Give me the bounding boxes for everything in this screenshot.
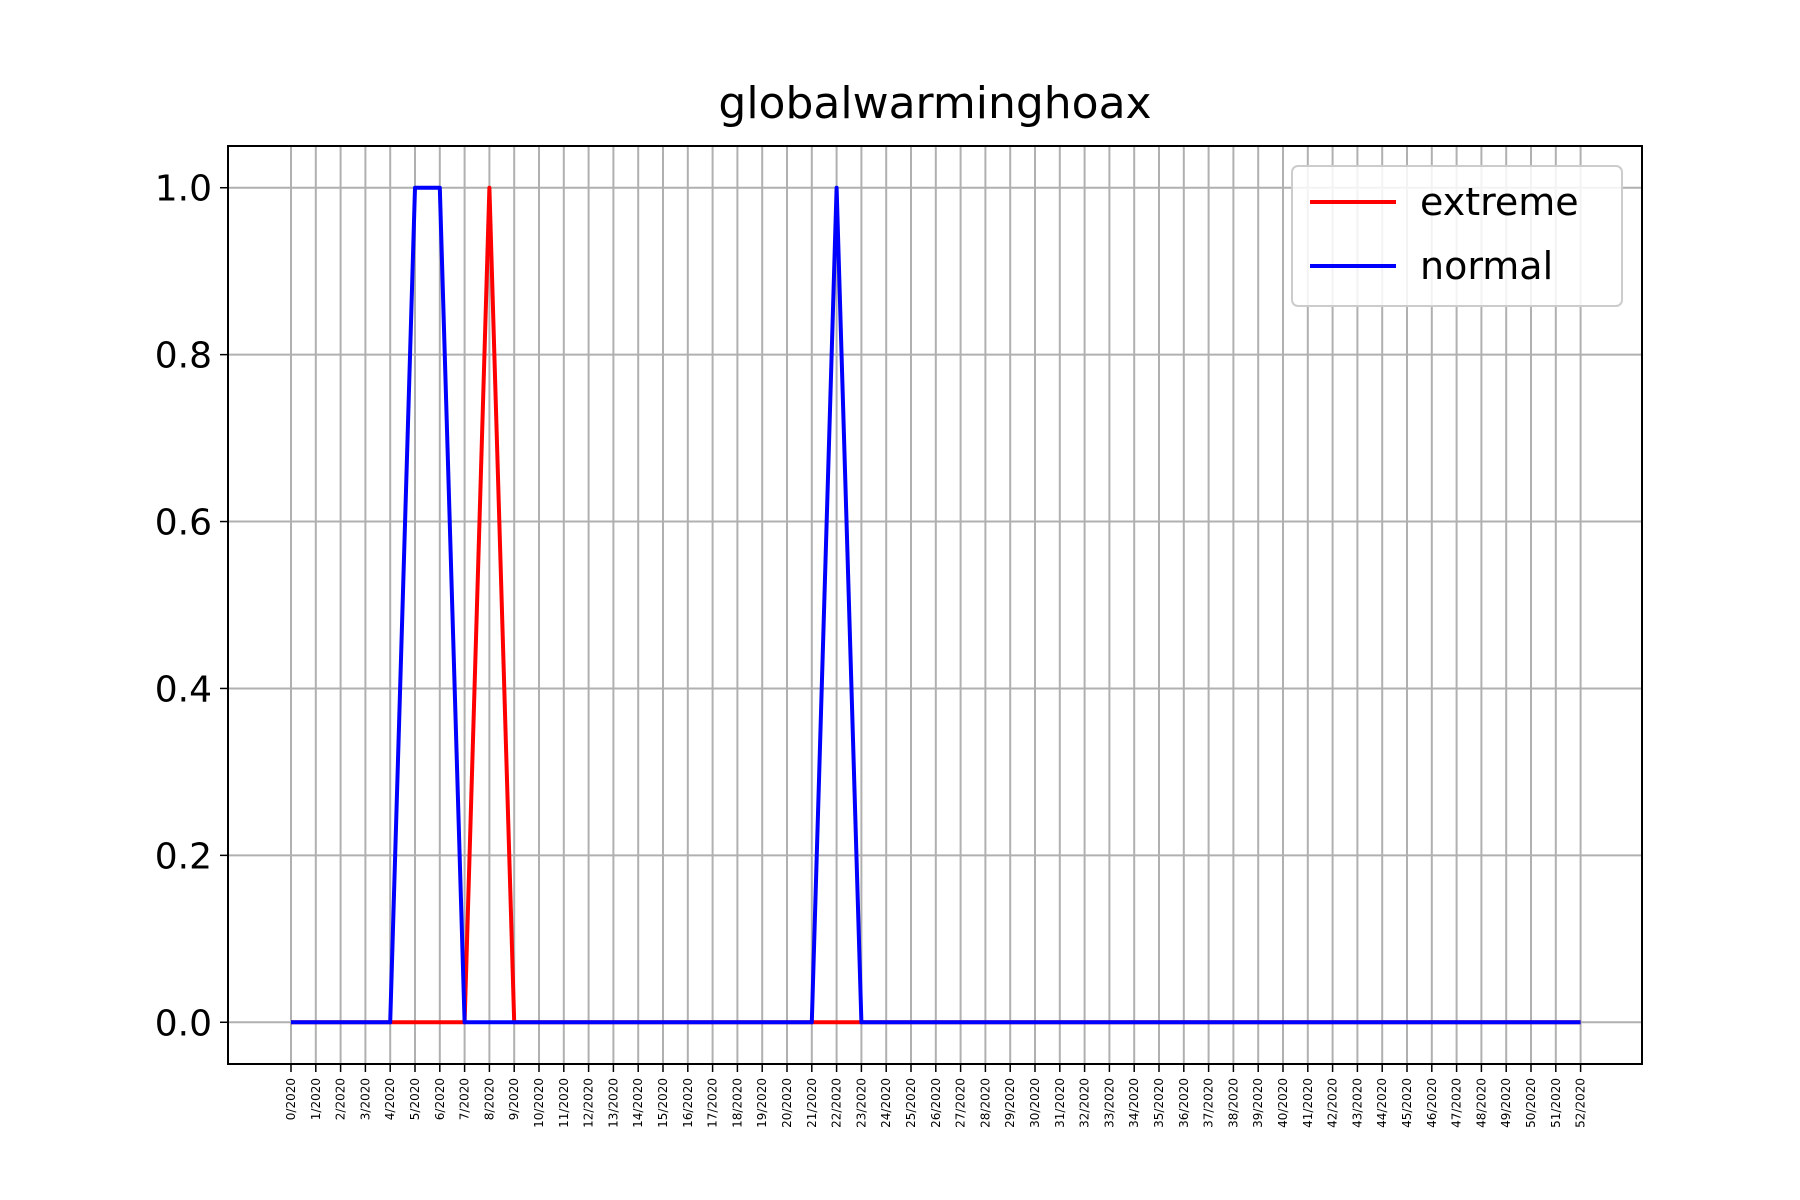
x-tick-label: 30/2020: [1028, 1078, 1042, 1128]
x-tick-label: 31/2020: [1053, 1078, 1067, 1128]
x-tick-label: 18/2020: [730, 1078, 744, 1128]
x-tick-label: 28/2020: [978, 1078, 992, 1128]
x-tick-label: 32/2020: [1078, 1078, 1092, 1128]
x-tick-label: 8/2020: [482, 1078, 496, 1120]
x-tick-label: 35/2020: [1152, 1078, 1166, 1128]
x-tick-label: 37/2020: [1202, 1078, 1216, 1128]
plot-frame: [227, 145, 1643, 1065]
x-tick-label: 40/2020: [1276, 1078, 1290, 1128]
x-tick-label: 45/2020: [1400, 1078, 1414, 1128]
y-tick-label: 0.6: [155, 503, 212, 544]
y-tick-label: 1.0: [155, 169, 212, 210]
x-tick-label: 41/2020: [1301, 1078, 1315, 1128]
x-tick-label: 24/2020: [879, 1078, 893, 1128]
x-tick-label: 11/2020: [557, 1078, 571, 1128]
legend-label-normal: normal: [1420, 244, 1553, 288]
legend: extreme normal: [1291, 165, 1623, 307]
x-tick-label: 39/2020: [1251, 1078, 1265, 1128]
y-tick-label: 0.2: [155, 836, 212, 877]
x-tick-label: 27/2020: [954, 1078, 968, 1128]
legend-label-extreme: extreme: [1420, 180, 1579, 224]
x-tick-label: 9/2020: [507, 1078, 521, 1120]
x-tick-label: 42/2020: [1326, 1078, 1340, 1128]
x-tick-label: 21/2020: [805, 1078, 819, 1128]
y-axis: 0.0 0.2 0.4 0.6 0.8 1.0: [155, 169, 228, 1044]
x-tick-label: 7/2020: [458, 1078, 472, 1120]
x-tick-label: 0/2020: [284, 1078, 298, 1120]
x-tick-label: 23/2020: [854, 1078, 868, 1128]
x-tick-label: 4/2020: [383, 1078, 397, 1120]
x-tick-label: 38/2020: [1226, 1078, 1240, 1128]
x-tick-label: 34/2020: [1127, 1078, 1141, 1128]
x-tick-label: 17/2020: [706, 1078, 720, 1128]
x-axis: 0/2020 1/2020 2/2020 3/2020 4/2020 5/2020 6/20…: [284, 1064, 1588, 1128]
x-tick-label: 6/2020: [433, 1078, 447, 1120]
series-line-normal: [291, 185, 1581, 1025]
x-tick-label: 2/2020: [334, 1078, 348, 1120]
x-tick-label: 36/2020: [1177, 1078, 1191, 1128]
x-tick-label: 47/2020: [1450, 1078, 1464, 1128]
grid: [228, 146, 1642, 1064]
x-tick-label: 15/2020: [656, 1078, 670, 1128]
x-tick-label: 46/2020: [1425, 1078, 1439, 1128]
x-tick-label: 19/2020: [755, 1078, 769, 1128]
x-tick-label: 16/2020: [681, 1078, 695, 1128]
x-tick-label: 3/2020: [358, 1078, 372, 1120]
x-tick-label: 25/2020: [904, 1078, 918, 1128]
chart-title: globalwarminghoax: [718, 78, 1151, 129]
x-tick-label: 33/2020: [1102, 1078, 1116, 1128]
x-tick-label: 5/2020: [408, 1078, 422, 1120]
x-tick-label: 13/2020: [606, 1078, 620, 1128]
y-tick-label: 0.0: [155, 1003, 212, 1044]
x-tick-label: 29/2020: [1003, 1078, 1017, 1128]
x-tick-label: 50/2020: [1524, 1078, 1538, 1128]
x-tick-label: 12/2020: [582, 1078, 596, 1128]
x-tick-label: 10/2020: [532, 1078, 546, 1128]
x-tick-label: 1/2020: [309, 1078, 323, 1120]
x-tick-label: 26/2020: [929, 1078, 943, 1128]
x-tick-label: 51/2020: [1549, 1078, 1563, 1128]
x-tick-label: 43/2020: [1350, 1078, 1364, 1128]
y-tick-label: 0.4: [155, 669, 212, 710]
series-layer: [291, 185, 1581, 1025]
x-tick-label: 22/2020: [830, 1078, 844, 1128]
x-tick-label: 44/2020: [1375, 1078, 1389, 1128]
y-tick-label: 0.8: [155, 336, 212, 377]
x-tick-label: 20/2020: [780, 1078, 794, 1128]
x-tick-label: 49/2020: [1499, 1078, 1513, 1128]
x-tick-label: 52/2020: [1574, 1078, 1588, 1128]
x-tick-label: 14/2020: [631, 1078, 645, 1128]
x-tick-label: 48/2020: [1474, 1078, 1488, 1128]
